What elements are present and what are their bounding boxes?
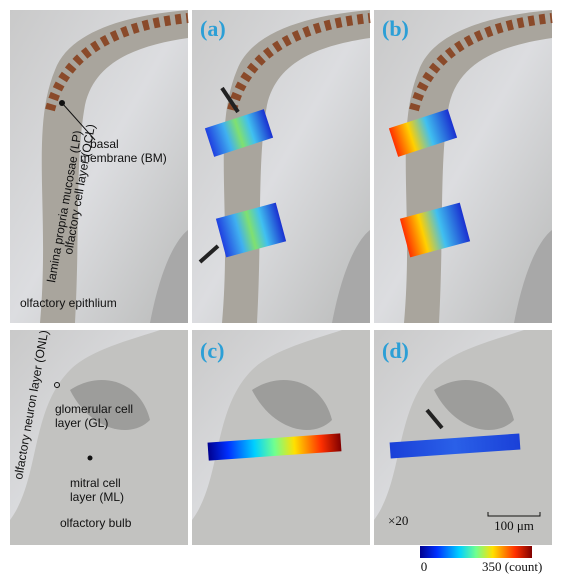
panel-a: (a) — [192, 10, 370, 323]
panel-label: (c) — [200, 338, 224, 363]
annotation: layer (ML) — [70, 490, 124, 504]
caption: olfactory epithlium — [20, 296, 117, 310]
caption: olfactory bulb — [60, 516, 132, 530]
panel-label: (a) — [200, 16, 226, 41]
panel-label: (d) — [382, 338, 409, 363]
annotation: glomerular cell — [55, 402, 133, 416]
colorbar-min: 0 — [421, 559, 428, 574]
figure: basal membrane (BM) lamina propria mucos… — [0, 0, 570, 574]
panel-label: (b) — [382, 16, 409, 41]
panel-epithelium: basal membrane (BM) lamina propria mucos… — [10, 10, 188, 323]
scale-bar-label: 100 μm — [494, 518, 534, 533]
colorbar-max: 350 (count) — [482, 559, 542, 574]
colorbar: 0 350 (count) — [420, 546, 542, 574]
panel-bulb: olfactory neuron layer (ONL) glomerular … — [10, 329, 188, 545]
magnification: ×20 — [388, 513, 408, 528]
panel-c: (c) — [192, 330, 370, 545]
panel-d: (d) ×20 100 μm — [374, 330, 552, 545]
panel-b: (b) — [374, 10, 552, 323]
annotation: mitral cell — [70, 476, 121, 490]
annotation: layer (GL) — [55, 416, 108, 430]
